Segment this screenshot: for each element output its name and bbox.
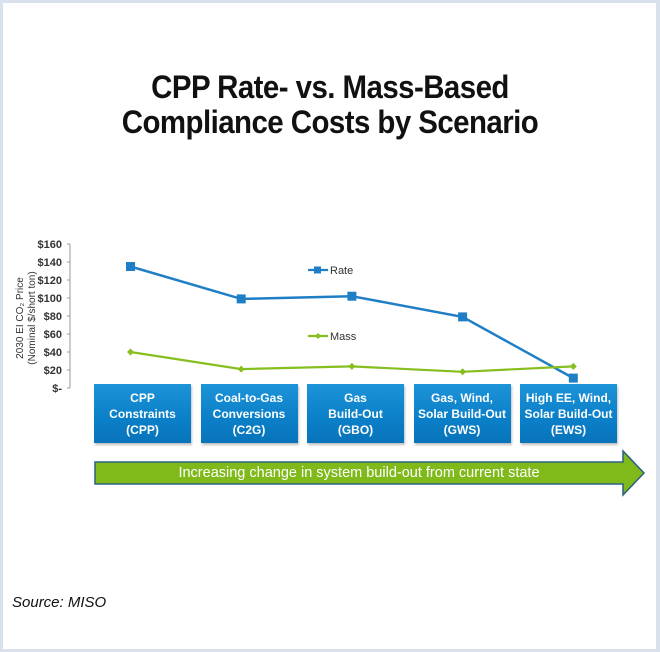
data-point-rate <box>126 262 135 271</box>
chart-title: CPP Rate- vs. Mass-Based Compliance Cost… <box>26 70 633 140</box>
title-line-1: CPP Rate- vs. Mass-Based <box>151 69 509 105</box>
arrow-label: Increasing change in system build-out fr… <box>178 465 540 481</box>
data-point-rate <box>458 312 468 322</box>
progress-arrow <box>94 449 646 497</box>
data-point-mass <box>459 368 467 376</box>
scenario-box-ews: High EE, Wind, Solar Build-Out (EWS) <box>520 384 617 443</box>
scenario-label-line: CPP <box>130 390 155 405</box>
scenario-label-line: Gas <box>344 390 367 405</box>
scenario-box-c2g: Coal-to-Gas Conversions (C2G) <box>200 384 298 443</box>
scenario-box-gbo: Gas Build-Out (GBO) <box>307 384 404 443</box>
title-line-2: Compliance Costs by Scenario <box>121 104 539 140</box>
legend-marker-diamond <box>315 333 321 339</box>
y-tick-label: $40 <box>44 347 62 359</box>
scenario-label-line: Gas, Wind, <box>431 390 493 405</box>
scenario-label-line: Constraints <box>109 406 176 421</box>
data-point-rate <box>236 294 246 304</box>
legend-marker-square <box>314 266 321 274</box>
scenario-label-line: Coal-to-Gas <box>214 390 283 405</box>
y-tick-label: $60 <box>44 329 62 341</box>
data-point-rate <box>347 291 357 301</box>
legend-item-mass: Mass <box>308 331 357 343</box>
scenario-label-line: Solar Build-Out <box>524 406 613 421</box>
legend: Rate Mass <box>308 265 357 343</box>
data-point-mass <box>569 362 577 370</box>
scenario-label-line: (C2G) <box>232 422 266 437</box>
y-axis: $- $20 $40 $60 $80 $100 $120 $140 $160 <box>38 239 71 395</box>
scenario-label-line: (GWS) <box>443 422 481 437</box>
y-tick-label: $- <box>52 383 62 395</box>
source-note: Source: MISO <box>12 594 107 611</box>
data-point-mass <box>348 362 356 370</box>
y-tick-label: $80 <box>44 311 62 323</box>
data-point-rate <box>568 373 578 383</box>
scenario-box-gws: Gas, Wind, Solar Build-Out (GWS) <box>413 384 511 443</box>
scenario-label-line: (CPP) <box>126 422 159 437</box>
scenario-label-line: High EE, Wind, <box>525 390 612 405</box>
scenario-label-line: (EWS) <box>550 422 587 437</box>
data-point-mass <box>127 348 134 356</box>
scenario-label-line: Conversions <box>212 406 286 421</box>
y-tick-label: $100 <box>38 293 62 305</box>
data-point-mass <box>237 365 245 373</box>
arrow-shape <box>94 449 646 497</box>
series-group <box>126 262 578 383</box>
scenario-label-line: Build-Out <box>328 406 383 421</box>
y-tick-label: $120 <box>38 275 62 287</box>
legend-label: Rate <box>330 265 353 277</box>
y-tick-label: $160 <box>38 239 62 251</box>
y-tick-label: $140 <box>38 257 62 269</box>
legend-item-rate: Rate <box>308 265 353 277</box>
legend-label: Mass <box>330 331 357 343</box>
scenario-label-line: (GBO) <box>337 422 374 437</box>
scenario-box-cpp: CPP Constraints (CPP) <box>94 384 191 443</box>
scenario-label-line: Solar Build-Out <box>418 406 506 421</box>
y-tick-label: $20 <box>44 365 62 377</box>
